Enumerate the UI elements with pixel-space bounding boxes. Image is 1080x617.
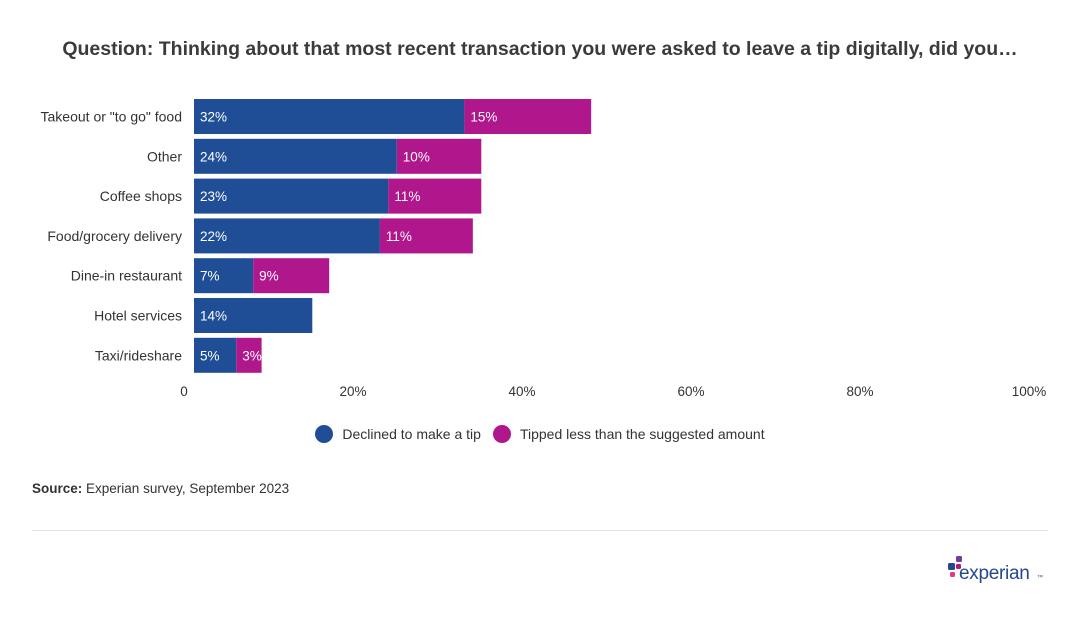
bar-declined: [194, 99, 465, 134]
x-tick-label: 100%: [1012, 384, 1047, 399]
bar-value-label: 24%: [200, 149, 227, 164]
bar-value-label: 14%: [200, 309, 227, 324]
bar-declined: [194, 218, 380, 254]
legend-label-declined: Declined to make a tip: [342, 426, 481, 442]
legend-label-tipped-less: Tipped less than the suggested amount: [519, 426, 765, 442]
category-label: Takeout or "to go" food: [41, 109, 182, 125]
bar-value-label: 32%: [200, 110, 227, 125]
chart-title: Question: Thinking about that most recen…: [62, 38, 1018, 60]
bar-tipped-less: [253, 258, 330, 294]
x-tick-label: 80%: [846, 384, 873, 399]
footer-divider: [32, 530, 1048, 531]
category-label: Other: [147, 148, 182, 164]
bar-value-label: 7%: [200, 269, 220, 284]
category-label: Food/grocery delivery: [47, 228, 182, 244]
bar-declined: [194, 258, 254, 294]
bar-value-label: 5%: [200, 348, 220, 363]
bar-value-label: 23%: [200, 189, 227, 204]
bar-tipped-less: [396, 138, 482, 174]
legend: Declined to make a tip Tipped less than …: [0, 425, 1080, 443]
legend-swatch-declined: [315, 425, 334, 443]
bar-value-label: 10%: [403, 149, 430, 164]
legend-item-tipped-less[interactable]: Tipped less than the suggested amount: [492, 425, 765, 443]
bar-declined: [194, 298, 313, 333]
bar-value-label: 22%: [200, 229, 227, 244]
bar-value-label: 3%: [242, 348, 262, 363]
bar-tipped-less: [379, 218, 473, 254]
source-label: Source:: [32, 481, 83, 496]
bar-value-label: 9%: [259, 269, 279, 284]
source-note: Source: Experian survey, September 2023: [32, 481, 289, 496]
bar-declined: [194, 178, 389, 214]
x-tick-label: 0: [180, 384, 188, 399]
bar-tipped-less: [464, 99, 592, 134]
x-tick-label: 60%: [677, 384, 704, 399]
source-text: Experian survey, September 2023: [86, 481, 290, 496]
legend-item-declined[interactable]: Declined to make a tip: [315, 425, 481, 443]
category-label: Hotel services: [94, 308, 182, 324]
bar-value-label: 11%: [394, 189, 420, 204]
bar-tipped-less: [236, 337, 262, 373]
logo-trademark: ™: [1037, 575, 1043, 581]
stacked-bar-chart: Takeout or "to go" food 32% 15% Other 24% 10%…: [41, 99, 1047, 399]
experian-logo[interactable]: experian ™: [948, 556, 1048, 592]
legend-swatch-tipped-less: [492, 425, 511, 443]
category-label: Dine-in restaurant: [71, 268, 182, 284]
logo-wordmark: experian: [959, 563, 1030, 584]
category-label: Coffee shops: [100, 188, 182, 204]
bar-declined: [194, 337, 237, 373]
x-tick-label: 20%: [339, 384, 366, 399]
category-label: Taxi/rideshare: [95, 347, 182, 363]
bar-declined: [194, 138, 397, 174]
bar-value-label: 15%: [470, 110, 497, 125]
x-tick-label: 40%: [508, 384, 535, 399]
bar-value-label: 11%: [386, 229, 412, 244]
bar-tipped-less: [388, 178, 482, 214]
